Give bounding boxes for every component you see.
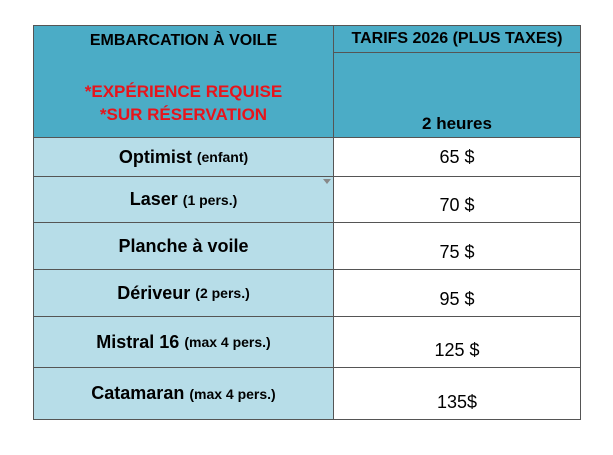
price-cell: 65 $: [333, 137, 581, 177]
boat-name: Mistral 16: [96, 331, 180, 352]
boat-name: Laser: [129, 189, 178, 209]
price: 125 $: [434, 340, 480, 360]
boat-detail: (2 pers.): [195, 285, 250, 301]
price: 70 $: [439, 195, 475, 215]
price-cell: 95 $: [333, 269, 581, 317]
price: 75 $: [439, 242, 475, 262]
boat-detail: (1 pers.): [182, 191, 238, 208]
left-title: EMBARCATION À VOILE: [89, 32, 278, 49]
note: *SUR RÉSERVATION: [99, 105, 268, 124]
boat-cell: Catamaran (max 4 pers.): [33, 367, 334, 420]
header-left: EMBARCATION À VOILE *EXPÉRIENCE REQUISE …: [33, 25, 334, 138]
boat-detail: (max 4 pers.): [189, 385, 276, 402]
price-cell: 125 $: [333, 316, 581, 368]
boat-detail: (max 4 pers.): [184, 334, 271, 350]
price-cell: 135$: [333, 367, 581, 420]
duration: 2 heures: [422, 114, 492, 133]
boat-cell: Planche à voile: [33, 222, 334, 270]
header-right-top: TARIFS 2026 (PLUS TAXES): [333, 25, 581, 53]
boat-name: Catamaran: [91, 383, 185, 403]
boat-name: Dériveur: [117, 282, 191, 303]
header-right-bottom: 2 heures: [333, 52, 581, 138]
boat-cell: Dériveur (2 pers.): [33, 269, 334, 317]
boat-name: Planche à voile: [118, 235, 249, 256]
boat-cell: Mistral 16 (max 4 pers.): [33, 316, 334, 368]
boat-cell: Optimist (enfant): [33, 137, 334, 177]
price: 135$: [436, 392, 478, 412]
price: 95 $: [439, 289, 475, 309]
note: *EXPÉRIENCE REQUISE: [84, 82, 283, 101]
boat-detail: (enfant): [196, 149, 249, 165]
boat-cell: Laser (1 pers.): [33, 176, 334, 223]
price-cell: 75 $: [333, 222, 581, 270]
dropdown-arrow: [323, 179, 331, 184]
boat-name: Optimist: [118, 146, 192, 167]
right-title: TARIFS 2026 (PLUS TAXES): [351, 30, 563, 47]
price-cell: 70 $: [333, 176, 581, 223]
price: 65 $: [439, 146, 475, 167]
